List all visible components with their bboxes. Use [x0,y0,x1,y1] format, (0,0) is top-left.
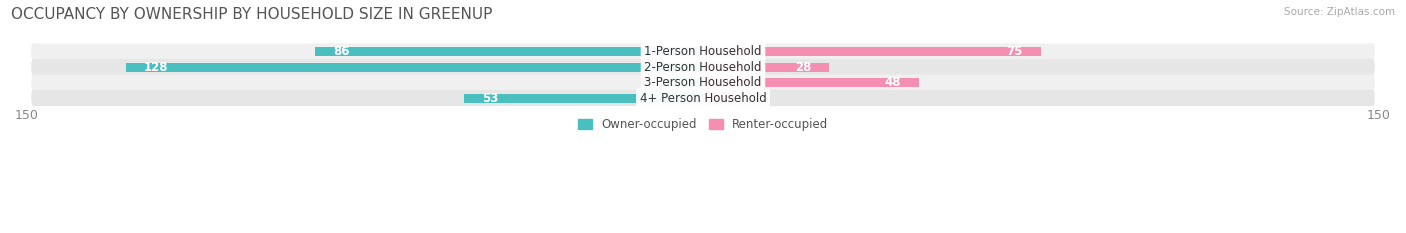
Bar [666,78,703,87]
Text: 3-Person Household: 3-Person Household [644,76,762,89]
Text: 2-Person Household: 2-Person Household [644,61,762,74]
Text: 8: 8 [641,76,650,89]
Bar [703,94,734,103]
FancyBboxPatch shape [31,43,1375,60]
Text: 7: 7 [752,92,761,105]
Text: OCCUPANCY BY OWNERSHIP BY HOUSEHOLD SIZE IN GREENUP: OCCUPANCY BY OWNERSHIP BY HOUSEHOLD SIZE… [11,7,492,22]
FancyBboxPatch shape [31,59,1375,75]
FancyBboxPatch shape [31,75,1375,91]
Text: 128: 128 [145,61,169,74]
Bar [703,47,1040,56]
Text: 4+ Person Household: 4+ Person Household [640,92,766,105]
Bar [703,62,830,72]
Text: 86: 86 [333,45,350,58]
Bar [464,94,703,103]
Bar [315,47,703,56]
Text: 53: 53 [482,92,499,105]
Text: 1-Person Household: 1-Person Household [644,45,762,58]
FancyBboxPatch shape [31,90,1375,106]
Bar [127,62,703,72]
Legend: Owner-occupied, Renter-occupied: Owner-occupied, Renter-occupied [572,113,834,136]
Text: 28: 28 [794,61,811,74]
Text: Source: ZipAtlas.com: Source: ZipAtlas.com [1284,7,1395,17]
Bar [703,78,920,87]
Text: 48: 48 [884,76,901,89]
Text: 75: 75 [1007,45,1024,58]
